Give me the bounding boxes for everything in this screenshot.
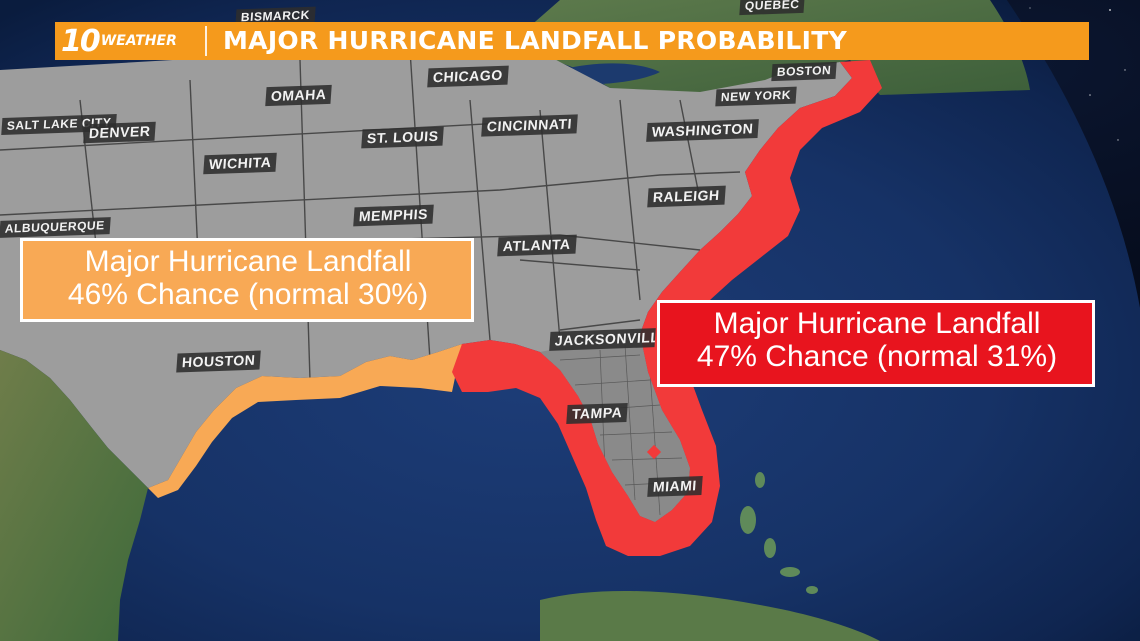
- city-label-tampa: TAMPA: [566, 402, 628, 425]
- florida-land: [540, 334, 690, 522]
- city-label-raleigh: RALEIGH: [647, 185, 726, 208]
- east-callout-line2: 47% Chance (normal 31%): [696, 340, 1058, 373]
- header-divider: [205, 26, 207, 56]
- city-label-jacksonville: JACKSONVILLE: [549, 328, 656, 351]
- east-probability-callout: Major Hurricane Landfall 47% Chance (nor…: [657, 300, 1095, 387]
- miami-marker: [646, 444, 662, 460]
- city-label-st-louis: ST. LOUIS: [361, 126, 445, 149]
- gulf-probability-callout: Major Hurricane Landfall 46% Chance (nor…: [20, 238, 474, 322]
- city-label-boston: BOSTON: [771, 61, 837, 82]
- logo-number: 10: [61, 23, 101, 59]
- station-logo: 10 WEATHER: [61, 23, 177, 59]
- city-label-wichita: WICHITA: [203, 152, 278, 175]
- city-label-chicago: CHICAGO: [427, 65, 509, 88]
- cuba-land: [540, 590, 880, 641]
- bahamas-islands: [740, 472, 818, 594]
- city-label-omaha: OMAHA: [265, 84, 333, 107]
- logo-word: WEATHER: [100, 33, 177, 49]
- city-label-atlanta: ATLANTA: [497, 234, 577, 257]
- city-label-memphis: MEMPHIS: [353, 204, 434, 227]
- city-label-miami: MIAMI: [647, 476, 703, 497]
- city-label-washington: WASHINGTON: [646, 119, 760, 142]
- page-title: MAJOR HURRICANE LANDFALL PROBABILITY: [223, 26, 848, 55]
- header-bar: 10 WEATHER MAJOR HURRICANE LANDFALL PROB…: [55, 22, 1089, 60]
- east-callout-line1: Major Hurricane Landfall: [713, 307, 1041, 340]
- mexico-land: [0, 350, 148, 641]
- gulf-callout-line1: Major Hurricane Landfall: [84, 245, 412, 278]
- gulf-risk-zone: [148, 344, 462, 498]
- city-label-houston: HOUSTON: [176, 350, 262, 373]
- gulf-callout-line2: 46% Chance (normal 30%): [67, 278, 429, 311]
- city-label-quebec: QUÉBEC: [739, 0, 806, 16]
- city-label-denver: DENVER: [83, 121, 157, 144]
- city-label-cincinnati: CINCINNATI: [481, 114, 578, 137]
- city-label-new-york: NEW YORK: [715, 86, 797, 107]
